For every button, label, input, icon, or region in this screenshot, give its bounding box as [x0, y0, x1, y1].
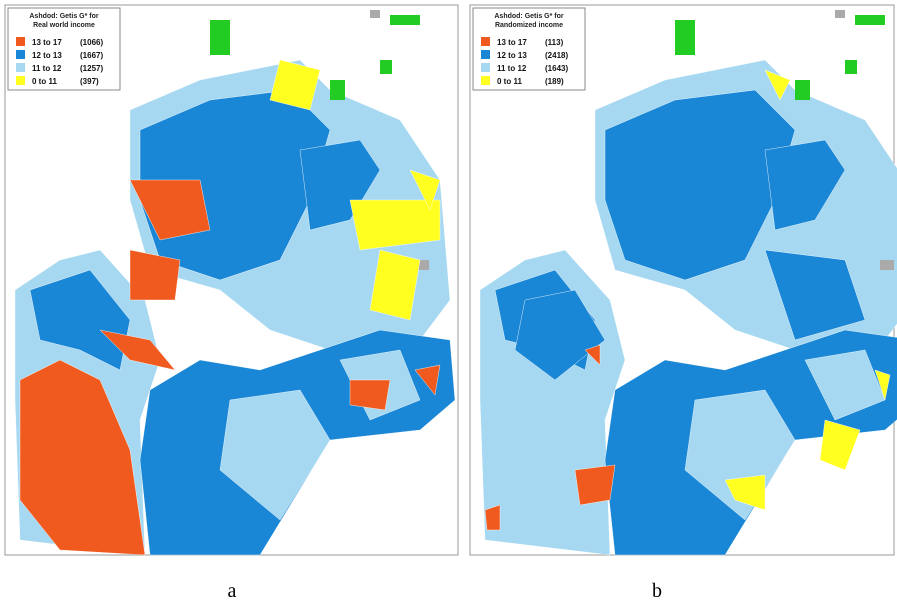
figure: Ashdod: Getis G* for Real world income 13 …: [0, 0, 897, 608]
legend-swatch: [16, 63, 25, 72]
legend-swatch: [481, 50, 490, 59]
legend-label: 0 to 11: [497, 77, 522, 86]
legend-swatch: [481, 63, 490, 72]
legend-swatch: [481, 37, 490, 46]
legend-label: 0 to 11: [32, 77, 57, 86]
legend-count: (189): [545, 77, 564, 86]
legend-label: 12 to 13: [497, 51, 527, 60]
legend-swatch: [16, 37, 25, 46]
legend-swatch: [16, 76, 25, 85]
legend-count: (1066): [80, 38, 103, 47]
legend-swatch: [481, 76, 490, 85]
legend-title: Ashdod: Getis G* for: [494, 13, 564, 20]
legend-count: (397): [80, 77, 99, 86]
legend-count: (113): [545, 38, 564, 47]
caption: a: [228, 580, 237, 602]
legend-label: 12 to 13: [32, 51, 62, 60]
legend-title: Randomized income: [495, 22, 563, 29]
legend-label: 13 to 17: [497, 38, 527, 47]
legend-title: Real world income: [33, 22, 95, 29]
legend-swatch: [16, 50, 25, 59]
legend-count: (1667): [80, 51, 103, 60]
legend-count: (2418): [545, 51, 568, 60]
legend-label: 13 to 17: [32, 38, 62, 47]
legend-count: (1257): [80, 64, 103, 73]
region: [350, 380, 390, 410]
region: [575, 465, 615, 505]
legend-count: (1643): [545, 64, 568, 73]
legend-label: 11 to 12: [497, 64, 527, 73]
caption: b: [652, 580, 662, 602]
legend-title: Ashdod: Getis G* for: [29, 13, 99, 20]
legend-label: 11 to 12: [32, 64, 62, 73]
